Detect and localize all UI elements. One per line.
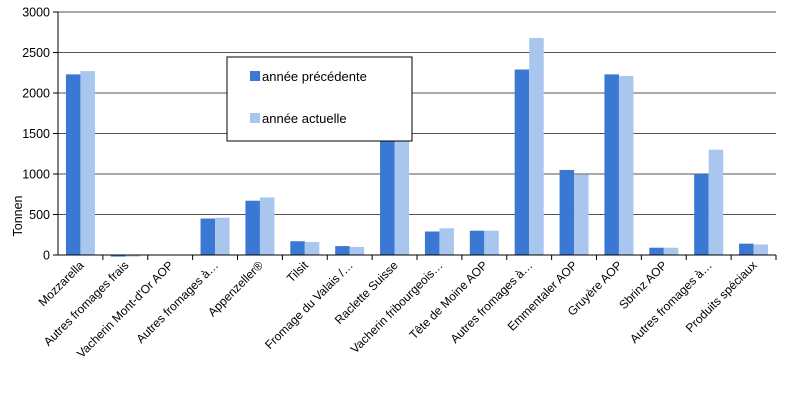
bar-current bbox=[529, 37, 544, 255]
x-tick-label: Tête de Moine AOP bbox=[406, 258, 490, 342]
bar-previous bbox=[110, 255, 126, 257]
bar-previous bbox=[469, 230, 485, 255]
bars bbox=[65, 37, 769, 257]
bar-current bbox=[574, 174, 589, 255]
axes bbox=[53, 11, 777, 260]
x-tick-label: Fromage du Valais /… bbox=[262, 258, 356, 352]
bar-current bbox=[663, 247, 679, 255]
bar-previous bbox=[380, 139, 395, 255]
bar-current bbox=[349, 246, 365, 255]
x-tick-label: Autres fromages à… bbox=[133, 258, 221, 346]
bar-current bbox=[259, 197, 275, 255]
bar-previous bbox=[290, 241, 305, 255]
bar-previous bbox=[604, 74, 619, 256]
y-tick-label: 0 bbox=[43, 249, 50, 263]
legend-swatch bbox=[250, 71, 260, 81]
y-tick-labels: 0 500 1000 1500 2000 2500 3000 bbox=[22, 6, 50, 263]
bar-previous bbox=[649, 247, 664, 255]
bar-current bbox=[708, 149, 724, 255]
bar-current bbox=[80, 71, 95, 255]
bar-previous bbox=[559, 169, 575, 255]
legend-swatch bbox=[250, 113, 260, 123]
y-tick-label: 2500 bbox=[22, 46, 50, 60]
bar-previous bbox=[694, 174, 709, 255]
bar-previous bbox=[65, 74, 81, 256]
bar-current bbox=[304, 242, 320, 255]
y-tick-label: 1000 bbox=[22, 168, 50, 182]
bar-current bbox=[125, 255, 140, 257]
x-tick-label: Autres fromages à… bbox=[448, 258, 536, 346]
bar-current bbox=[439, 228, 454, 255]
bar-current bbox=[753, 244, 769, 255]
y-tick-label: 500 bbox=[29, 208, 50, 222]
x-tick-label: Tilsit bbox=[284, 258, 311, 285]
bar-current bbox=[484, 230, 499, 255]
legend: année précédente année actuelle bbox=[226, 56, 413, 142]
y-tick-label: 1500 bbox=[22, 127, 50, 141]
bar-previous bbox=[514, 69, 530, 255]
legend-label: année actuelle bbox=[262, 111, 347, 126]
bar-previous bbox=[739, 243, 754, 255]
bar-current bbox=[394, 106, 410, 256]
x-tick-label: Autres fromages à… bbox=[627, 258, 715, 346]
y-tick-label: 3000 bbox=[22, 6, 50, 20]
bar-previous bbox=[424, 231, 440, 255]
bar-previous bbox=[245, 200, 260, 255]
x-tick-label: Autres fromages frais bbox=[41, 258, 132, 349]
bar-previous bbox=[200, 218, 216, 255]
y-axis-label: Tonnen bbox=[11, 195, 25, 236]
gridlines bbox=[58, 11, 776, 215]
bar-current bbox=[215, 217, 230, 255]
bar-previous bbox=[335, 246, 350, 255]
legend-label: année précédente bbox=[262, 69, 367, 84]
y-tick-label: 2000 bbox=[22, 87, 50, 101]
bar-current bbox=[618, 75, 634, 256]
